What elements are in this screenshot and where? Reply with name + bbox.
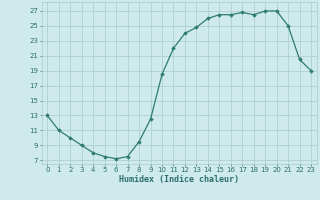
X-axis label: Humidex (Indice chaleur): Humidex (Indice chaleur)	[119, 175, 239, 184]
